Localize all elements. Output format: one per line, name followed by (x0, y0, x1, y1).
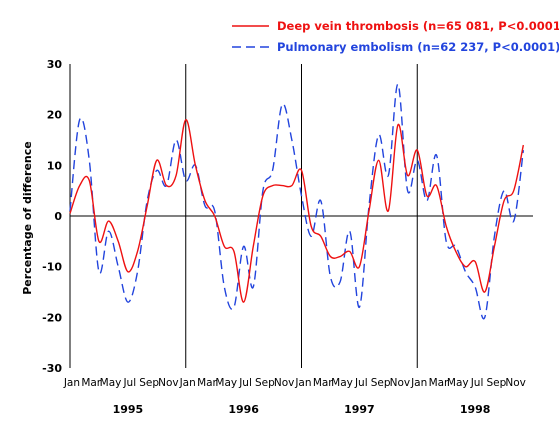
x-tick-label: Nov (158, 377, 179, 389)
year-label: 1996 (228, 403, 259, 416)
y-tick-label: -10 (42, 261, 62, 274)
legend: Deep vein thrombosis (n=65 081, P<0.0001… (232, 19, 559, 54)
x-tick-label: May (100, 377, 122, 389)
y-axis-title: Percentage of difference (21, 141, 34, 295)
x-tick-label: Nov (505, 377, 526, 389)
x-tick-label: Sep (139, 377, 159, 389)
legend-label-deep-vein-thrombosis: Deep vein thrombosis (n=65 081, P<0.0001… (277, 19, 559, 33)
x-tick-label: Jan (294, 377, 311, 389)
series-line-deep-vein-thrombosis (69, 119, 525, 303)
legend-label-pulmonary-embolism: Pulmonary embolism (n=62 237, P<0.0001) (277, 40, 559, 54)
series-line-pulmonary-embolism (69, 83, 525, 320)
y-tick-label: 0 (54, 210, 62, 223)
y-tick-label: 30 (47, 58, 63, 71)
year-label: 1995 (113, 403, 144, 416)
x-tick-label: Nov (390, 377, 411, 389)
x-tick-label: Nov (274, 377, 295, 389)
x-tick-label: Jan (179, 377, 196, 389)
y-tick-label: -30 (42, 362, 62, 375)
x-tick-label: Mar (429, 377, 449, 389)
x-tick-label: May (215, 377, 237, 389)
x-tick-label: Jan (63, 377, 80, 389)
year-label: 1997 (344, 403, 375, 416)
x-tick-label: Jan (410, 377, 427, 389)
y-tick-label: 20 (47, 109, 63, 122)
y-tick-label: 10 (47, 159, 63, 172)
x-tick-label: Jul (470, 377, 484, 389)
year-label: 1998 (460, 403, 491, 416)
y-tick-label: -20 (42, 311, 62, 324)
x-tick-label: Jul (238, 377, 252, 389)
x-tick-label: May (447, 377, 469, 389)
x-tick-label: Jul (354, 377, 368, 389)
x-tick-label: Sep (486, 377, 506, 389)
x-tick-label: Mar (81, 377, 101, 389)
x-tick-label: Sep (371, 377, 391, 389)
x-tick-label: Sep (255, 377, 275, 389)
x-tick-label: Mar (197, 377, 217, 389)
x-tick-label: May (331, 377, 353, 389)
x-tick-label: Jul (122, 377, 136, 389)
x-tick-label: Mar (313, 377, 333, 389)
